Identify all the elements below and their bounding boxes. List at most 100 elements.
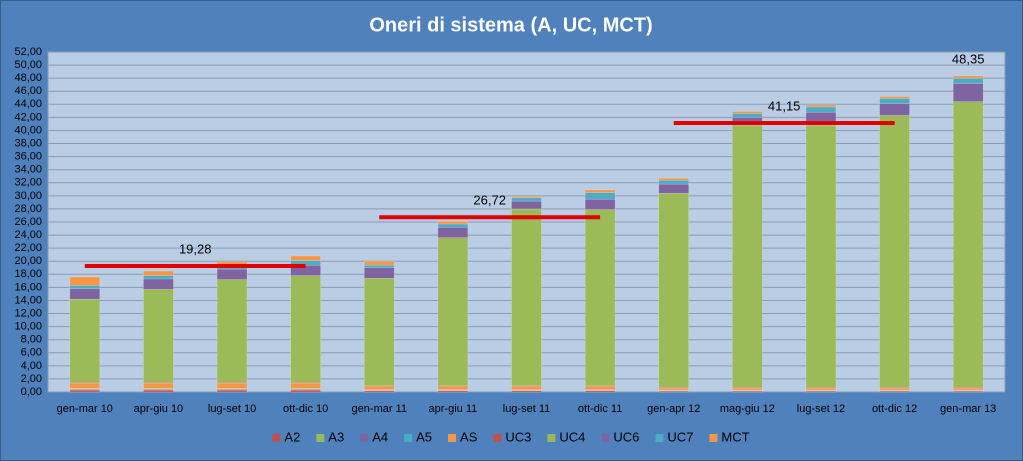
bar-segment <box>290 275 321 383</box>
bar-segment <box>69 285 101 289</box>
bar-segment <box>290 255 321 261</box>
bar-segment <box>143 278 174 290</box>
legend-swatch <box>493 434 502 442</box>
legend-swatch <box>547 434 556 442</box>
legend-swatch <box>316 434 325 442</box>
y-tick-label: 26,00 <box>14 216 42 228</box>
bar-segment <box>658 192 689 388</box>
x-tick-label: gen-mar 10 <box>57 403 113 415</box>
y-tick-label: 24,00 <box>14 229 42 241</box>
legend-swatch <box>655 434 664 442</box>
bar-segment <box>658 387 689 391</box>
legend-swatch <box>360 434 369 442</box>
bar-segment <box>143 389 174 393</box>
bar-segment <box>952 75 984 79</box>
legend-item: AS <box>448 429 478 444</box>
y-tick-label: 12,00 <box>14 307 42 319</box>
y-tick-label: 34,00 <box>14 164 42 176</box>
annotation-label: 41,15 <box>768 98 801 113</box>
y-tick-label: 44,00 <box>14 98 42 110</box>
x-tick-label: ott-dic 12 <box>872 403 917 415</box>
y-tick-label: 22,00 <box>14 242 42 254</box>
bar-segment <box>805 104 837 108</box>
y-tick-label: 50,00 <box>14 59 42 71</box>
x-tick-label: apr-giu 11 <box>429 403 478 415</box>
y-tick-label: 14,00 <box>14 294 42 306</box>
legend-item: A5 <box>404 429 432 444</box>
x-tick-label: lug-set 11 <box>503 403 551 415</box>
y-tick-label: 48,00 <box>14 72 42 84</box>
bar-segment <box>584 198 616 210</box>
legend-swatch <box>709 434 718 442</box>
bar-segment <box>364 267 395 279</box>
bar-segment <box>143 382 174 389</box>
bar-segment <box>805 124 837 388</box>
x-tick-label: ott-dic 10 <box>283 403 328 415</box>
bar-segment <box>805 387 837 391</box>
x-tick-label: mag-giu 12 <box>720 403 775 415</box>
bar-segment <box>511 197 542 202</box>
x-tick-label: gen-mar 13 <box>940 403 996 415</box>
y-tick-label: 46,00 <box>14 85 42 97</box>
bar-segment <box>511 386 542 390</box>
bar-segment <box>584 209 616 387</box>
legend-item: UC4 <box>547 429 585 444</box>
bar-segment <box>216 382 248 389</box>
legend: A2 A3 A4 A5 AS UC3 UC4 UC6 UC7 MCT <box>272 429 750 444</box>
bar-segment <box>732 111 763 114</box>
bar-segment <box>143 275 174 280</box>
legend-item: A4 <box>360 429 388 444</box>
bar-segment <box>216 389 248 393</box>
bar-segment <box>511 200 542 210</box>
bar-segment <box>143 289 174 383</box>
x-tick-label: lug-set 10 <box>208 403 256 415</box>
bar-segment <box>364 264 395 269</box>
y-tick-label: 0,00 <box>21 386 42 398</box>
bar-segment <box>437 237 469 387</box>
bar-segment <box>879 115 910 388</box>
bar-segment <box>364 277 395 387</box>
annotation-label: 48,35 <box>952 51 985 66</box>
y-tick-label: 32,00 <box>14 177 42 189</box>
legend-label: UC4 <box>559 429 585 444</box>
bar-segment <box>952 77 984 84</box>
x-tick-label: gen-mar 11 <box>352 403 407 415</box>
legend-label: A5 <box>416 429 432 444</box>
bar-segment <box>364 260 395 266</box>
bar-segment <box>732 387 763 391</box>
bar-segment <box>437 226 469 238</box>
bar-segment <box>290 389 321 393</box>
bar-segment <box>879 98 910 104</box>
y-tick-label: 18,00 <box>14 268 42 280</box>
bar-segment <box>879 387 910 391</box>
bar-segment <box>658 179 689 185</box>
legend-swatch <box>601 434 610 442</box>
legend-swatch <box>404 434 413 442</box>
y-tick-label: 42,00 <box>14 111 42 123</box>
bar-segment <box>732 124 763 388</box>
chart-title: Oneri di sistema (A, UC, MCT) <box>369 14 652 36</box>
bar-segment <box>879 103 910 116</box>
x-tick-label: ott-dic 11 <box>578 403 622 415</box>
y-tick-label: 10,00 <box>14 321 42 333</box>
bar-segment <box>952 83 984 102</box>
bar-segment <box>437 223 469 228</box>
bar-segment <box>437 386 469 390</box>
bar-segment <box>952 101 984 388</box>
bar-segment <box>69 389 101 393</box>
y-tick-label: 16,00 <box>14 281 42 293</box>
annotation-label: 19,28 <box>179 241 212 256</box>
legend-label: A2 <box>284 429 300 444</box>
legend-item: UC7 <box>655 429 693 444</box>
bar-segment <box>584 386 616 390</box>
x-tick-label: gen-apr 12 <box>647 403 700 415</box>
legend-item: UC3 <box>493 429 531 444</box>
legend-label: UC7 <box>667 429 693 444</box>
legend-item: A2 <box>272 429 300 444</box>
y-tick-label: 52,00 <box>14 46 42 58</box>
legend-label: UC3 <box>505 429 531 444</box>
bar-segment <box>216 279 248 383</box>
y-tick-label: 8,00 <box>21 334 42 346</box>
y-tick-label: 28,00 <box>14 203 42 215</box>
